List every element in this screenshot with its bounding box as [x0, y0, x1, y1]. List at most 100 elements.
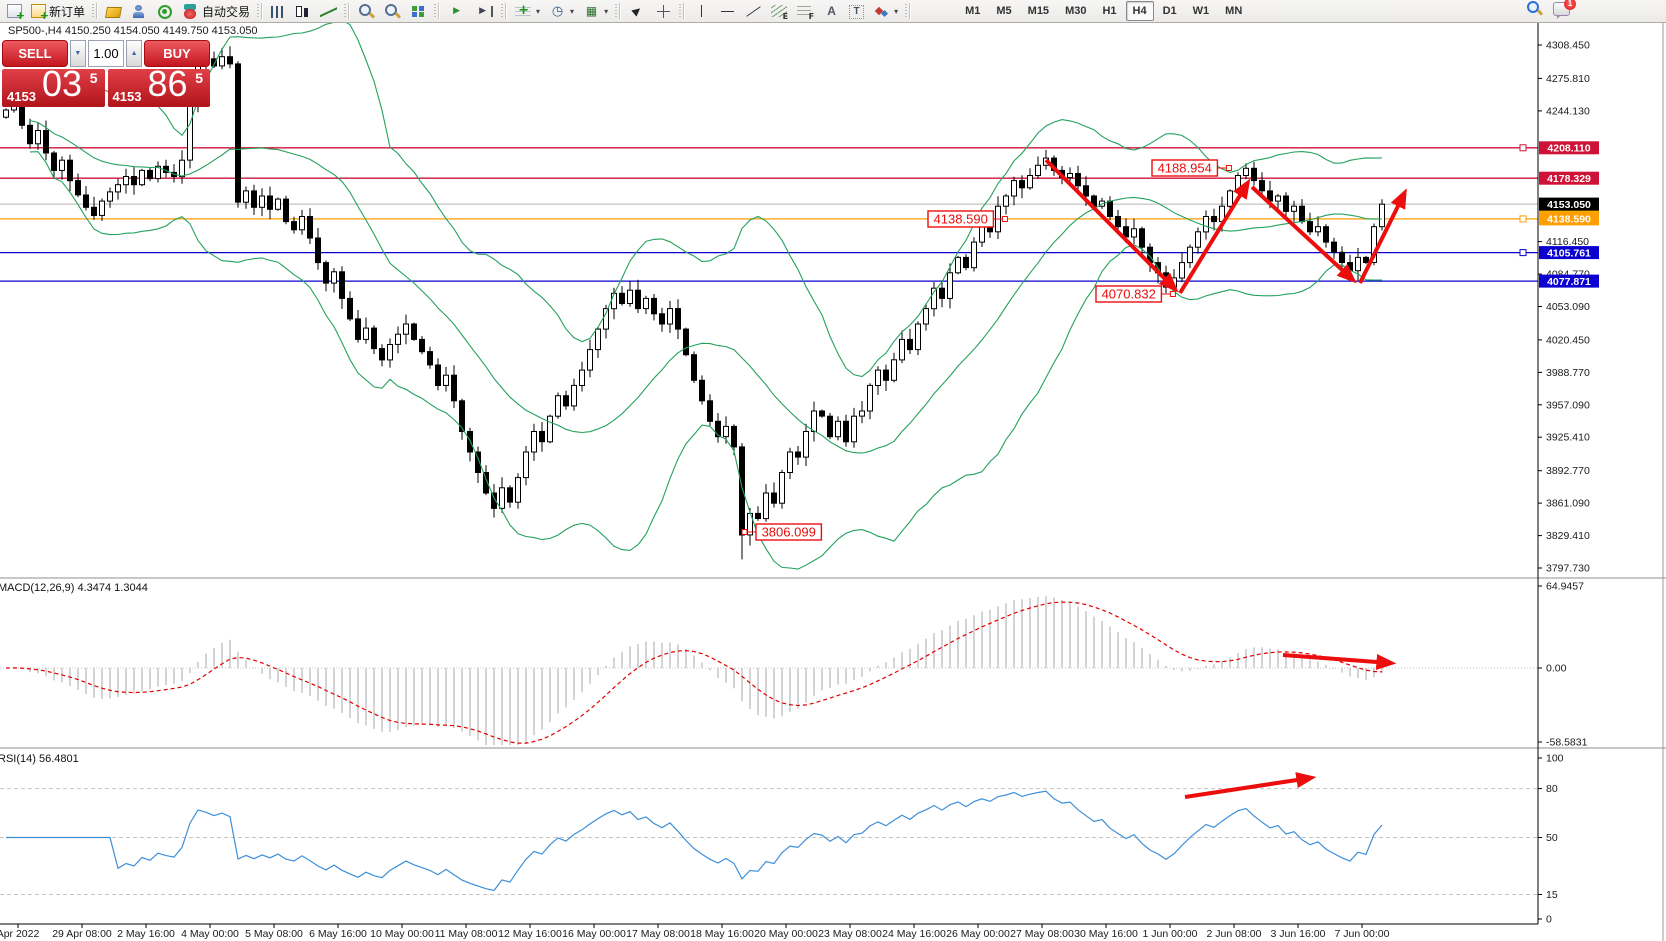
crosshair-button[interactable]: [651, 0, 676, 22]
line-chart-mode-button[interactable]: [316, 0, 341, 22]
main-price-chart[interactable]: [0, 20, 1538, 570]
dropdown-arrow-icon[interactable]: ▾: [604, 6, 609, 16]
dropdown-arrow-icon[interactable]: ▾: [536, 6, 541, 16]
hline-handle[interactable]: [1519, 249, 1527, 257]
time-tick: 1 Jun 00:00: [1143, 928, 1198, 940]
templates-button[interactable]: ▦ ▾: [579, 0, 612, 22]
text-label-button[interactable]: T: [845, 0, 868, 22]
price-axis[interactable]: 4308.4504275.8104244.1304116.4504084.770…: [1538, 40, 1599, 575]
price-tick: 3892.770: [1546, 465, 1590, 477]
time-tick: 10 May 00:00: [370, 928, 434, 940]
bar-chart-mode-button[interactable]: [267, 0, 289, 22]
annotation-box[interactable]: 4138.590: [927, 210, 1008, 228]
horizontal-line-button[interactable]: [715, 0, 740, 22]
tf-M30[interactable]: M30: [1065, 5, 1087, 17]
dropdown-arrow-icon[interactable]: ▾: [894, 6, 899, 16]
hline-handle[interactable]: [1519, 144, 1527, 152]
data-window-button[interactable]: [126, 0, 151, 22]
time-tick: Apr 2022: [0, 928, 39, 940]
zoom-out-button[interactable]: −: [380, 0, 405, 22]
fibonacci-button[interactable]: [793, 0, 818, 22]
notification-badge: 1: [1564, 0, 1576, 10]
price-label-boxes[interactable]: 4188.954 4138.590 4070.832 3806.099: [741, 159, 1232, 541]
tf-W1[interactable]: W1: [1192, 5, 1210, 17]
svg-text:4138.590: 4138.590: [1547, 214, 1591, 226]
annotation-box[interactable]: 4070.832: [1095, 285, 1176, 303]
time-axis[interactable]: Apr 2022 29 Apr 08:00 2 May 16:00 4 May 00:…: [0, 924, 1390, 940]
auto-scroll-button[interactable]: ▶: [444, 0, 469, 22]
toolbar-separator: [257, 2, 265, 20]
tf-M1[interactable]: M1: [965, 5, 981, 17]
buy-price-box[interactable]: 4153 86 5: [107, 64, 210, 107]
price-tick: 3988.770: [1546, 367, 1590, 379]
arrows-tool-icon: [873, 4, 890, 19]
volume-input[interactable]: 1.00: [87, 40, 125, 67]
time-tick: 5 May 08:00: [245, 928, 303, 940]
trendline-button[interactable]: [741, 0, 766, 22]
price-tick: 3925.410: [1546, 432, 1590, 444]
tile-windows-button[interactable]: [406, 0, 431, 22]
text-button[interactable]: A: [819, 0, 844, 22]
zoom-in-button[interactable]: +: [354, 0, 379, 22]
sell-price-box[interactable]: 4153 03 5: [2, 64, 105, 107]
annotation-box[interactable]: 4188.954: [1151, 159, 1232, 177]
arrows-tool-button[interactable]: ▾: [869, 0, 902, 22]
cursor-button[interactable]: [625, 0, 650, 22]
svg-text:4070.832: 4070.832: [1102, 287, 1156, 302]
svg-text:-58.5831: -58.5831: [1546, 737, 1588, 749]
toolbar-separator: [344, 2, 352, 20]
equidistant-channel-button[interactable]: [767, 0, 792, 22]
trend-arrow[interactable]: [1282, 653, 1397, 670]
tf-H1[interactable]: H1: [1102, 5, 1117, 17]
trend-arrow[interactable]: [1358, 188, 1407, 284]
search-icon[interactable]: [1526, 1, 1543, 16]
horizontal-line-icon: [719, 4, 736, 19]
time-tick: 11 May 08:00: [435, 928, 498, 940]
tf-H4[interactable]: H4: [1125, 1, 1154, 21]
periods-button[interactable]: ◷ ▾: [545, 0, 578, 22]
candlesticks: [3, 46, 1385, 560]
trade-prices-row: 4153 03 5 4153 86 5: [2, 64, 210, 107]
trend-arrows[interactable]: [1044, 158, 1407, 799]
macd-panel[interactable]: [0, 596, 1538, 751]
panel-separators: [0, 22, 1666, 941]
trend-arrow[interactable]: [1184, 772, 1317, 799]
dropdown-arrow-icon[interactable]: ▾: [570, 6, 575, 16]
trend-arrow[interactable]: [1250, 185, 1357, 284]
toolbar-separator: [905, 2, 913, 20]
auto-trading-button[interactable]: 自动交易: [178, 0, 254, 22]
vertical-line-button[interactable]: [689, 0, 714, 22]
tf-MN[interactable]: MN: [1225, 5, 1243, 17]
market-watch-button[interactable]: [102, 0, 125, 22]
crosshair-icon: [655, 4, 672, 19]
indicators-button[interactable]: + ▾: [511, 0, 544, 22]
macd-signal-line: [5, 601, 1383, 744]
new-chart-button[interactable]: [3, 0, 26, 22]
hline-handle[interactable]: [1519, 215, 1527, 223]
svg-text:4138.590: 4138.590: [934, 212, 988, 227]
buy-price-big: 86: [147, 63, 188, 104]
volume-down-button[interactable]: ▼: [70, 40, 86, 67]
templates-icon: ▦: [585, 3, 598, 18]
chart-ohlc-header: SP500-,H4 4150.250 4154.050 4149.750 415…: [8, 25, 258, 37]
rsi-panel[interactable]: [0, 788, 1538, 895]
price-badge-4077.871: 4077.871: [1539, 274, 1599, 288]
chart-shift-button[interactable]: ▶: [470, 0, 498, 22]
svg-text:4188.954: 4188.954: [1158, 161, 1212, 176]
sell-button[interactable]: SELL: [2, 40, 68, 67]
tf-M15[interactable]: M15: [1027, 5, 1050, 17]
tf-M5[interactable]: M5: [996, 5, 1012, 17]
new-order-button[interactable]: 新订单: [27, 0, 89, 22]
buy-button[interactable]: BUY: [144, 40, 210, 67]
time-tick: 2 May 16:00: [117, 928, 175, 940]
candle-chart-mode-button[interactable]: [290, 0, 315, 22]
annotation-box[interactable]: 3806.099: [741, 523, 823, 541]
chat-icon[interactable]: 1: [1553, 0, 1576, 19]
tf-D1[interactable]: D1: [1162, 5, 1177, 17]
volume-up-button[interactable]: ▲: [126, 40, 142, 67]
trend-arrow[interactable]: [1044, 158, 1179, 293]
navigator-button[interactable]: [152, 0, 177, 22]
trend-arrow[interactable]: [1178, 178, 1251, 295]
